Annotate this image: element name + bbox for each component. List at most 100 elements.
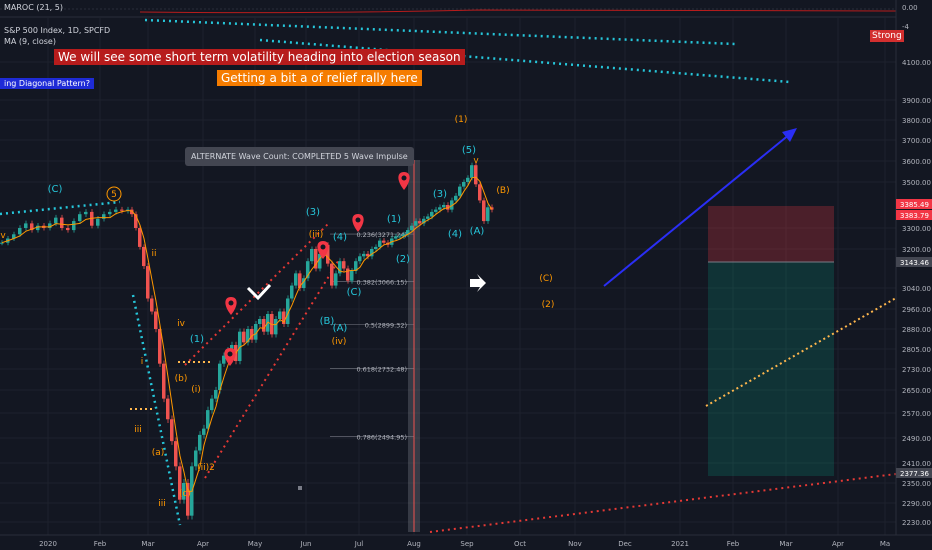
fib-label: 0.618(2732.48) (356, 365, 407, 373)
fib-retracement: 0.236(3271.24) 0.382(3066.15) 0.5(2899.32)… (330, 231, 414, 441)
candle-body (410, 225, 414, 231)
wave-circle (106, 186, 122, 202)
wave-label-orange: (b) (175, 374, 188, 384)
maroc-line (139, 9, 897, 14)
wave-label-teal: (A) (333, 323, 348, 334)
strong-badge: Strong (870, 30, 904, 42)
target-zone (708, 262, 834, 476)
candle-body (426, 216, 430, 219)
candle-body (230, 345, 234, 351)
candle-body (158, 329, 162, 364)
candle-body (194, 450, 198, 467)
candle-body (310, 249, 314, 262)
price-tick-label: 2290.00 (902, 500, 931, 508)
candle-body (434, 209, 438, 212)
time-tick-label: Sep (460, 540, 474, 548)
price-tick-label: 2880.00 (902, 326, 931, 334)
candle-body (378, 240, 382, 247)
candle-body (334, 273, 338, 286)
candle-body (330, 263, 334, 286)
candle-body (354, 261, 358, 271)
price-axis: 4100.00 3900.00 3800.00 3700.00 3600.00 3500.… (895, 0, 932, 535)
time-tick-label: May (248, 540, 262, 548)
ma-legend[interactable]: MA (9, close) (4, 37, 56, 46)
bottom-trendline (429, 473, 897, 533)
wave-label-teal: (2) (396, 254, 410, 265)
candle-body (286, 298, 290, 324)
candle-body (446, 205, 450, 210)
candle-body (54, 217, 58, 224)
upper-trendline (144, 18, 736, 46)
symbol-legend[interactable]: S&P 500 Index, 1D, SPCFD (4, 26, 111, 35)
candle-body (66, 228, 70, 231)
price-tick-label: 2805.00 (902, 346, 931, 354)
wave-label-orange: 5 (111, 190, 117, 200)
wave-label-teal: (5) (462, 145, 476, 156)
wave-label-teal: (1) (387, 214, 401, 225)
candle-body (138, 228, 142, 247)
ma-9-line (1, 176, 493, 492)
wave-label-teal: (4) (448, 229, 462, 240)
time-tick-label: Jul (354, 540, 364, 548)
pin-shape (317, 241, 329, 259)
wave-label-orange: (ii)2 (197, 463, 215, 473)
candle-body (0, 242, 4, 244)
price-tick-label: 4100.00 (902, 59, 931, 67)
price-tick-label: 3700.00 (902, 137, 931, 145)
location-pin-icon (225, 297, 237, 315)
candle-body (254, 324, 258, 340)
pin-hole (320, 244, 326, 250)
price-tag (896, 199, 932, 209)
left-trendline (0, 200, 121, 216)
candle-body (114, 209, 118, 212)
price-tag-label: 3143.46 (900, 259, 929, 267)
candle-body (24, 223, 28, 228)
price-tag (896, 468, 932, 478)
time-tick-label: Aug (407, 540, 421, 548)
price-tick-label: 2730.00 (902, 366, 931, 374)
price-tag (896, 257, 932, 267)
candle-body (250, 329, 254, 340)
candle-body (202, 428, 206, 435)
wave-label-teal: (B) (320, 316, 335, 327)
candle-body (342, 261, 346, 269)
ma-line (1, 176, 493, 492)
time-tick-label: Ma (880, 540, 890, 548)
candle-body (350, 270, 354, 281)
location-pin-icon (317, 241, 329, 259)
time-tick-label: 2020 (39, 540, 57, 548)
projection-arrow (603, 133, 791, 287)
wave-label-orange: (i) (191, 385, 201, 395)
candle-body (462, 182, 466, 187)
wave-label-orange: ii (151, 249, 156, 259)
candle-body (72, 221, 76, 231)
wave-label-orange: v (473, 156, 479, 166)
time-tick-label: Apr (832, 540, 844, 548)
location-pin-icon (352, 214, 364, 232)
price-tick-label: 2410.00 (902, 460, 931, 468)
candle-body (142, 246, 146, 267)
wave-label-teal: (C) (48, 184, 63, 195)
white-arrow-icon (470, 274, 486, 292)
wave-label-orange: (B) (496, 186, 509, 196)
candle-body (278, 311, 282, 319)
fib-label: 0.382(3066.15) (356, 279, 407, 287)
price-tick-label: 2230.00 (902, 519, 931, 527)
candle-body (48, 223, 52, 228)
candle-body (78, 214, 82, 222)
candle-body (402, 234, 406, 237)
price-tick-label: 2490.00 (902, 435, 931, 443)
candle-body (246, 329, 250, 343)
pin-shape (352, 214, 364, 232)
candle-body (258, 319, 262, 324)
candle-body (154, 311, 158, 329)
candle-body (108, 211, 112, 215)
diagonal-banner: ing Diagonal Pattern? (0, 78, 94, 89)
wave-label-orange: v (0, 231, 6, 241)
time-tick-label: Mar (779, 540, 792, 548)
pin-hole (227, 351, 233, 357)
candle-body (442, 205, 446, 208)
wave-label-orange: iv (177, 319, 186, 329)
wave-labels: (C)(1)(3)(1)(2)(3)(4)(5)(A)(B)(C)(A)(4)5… (0, 115, 554, 509)
